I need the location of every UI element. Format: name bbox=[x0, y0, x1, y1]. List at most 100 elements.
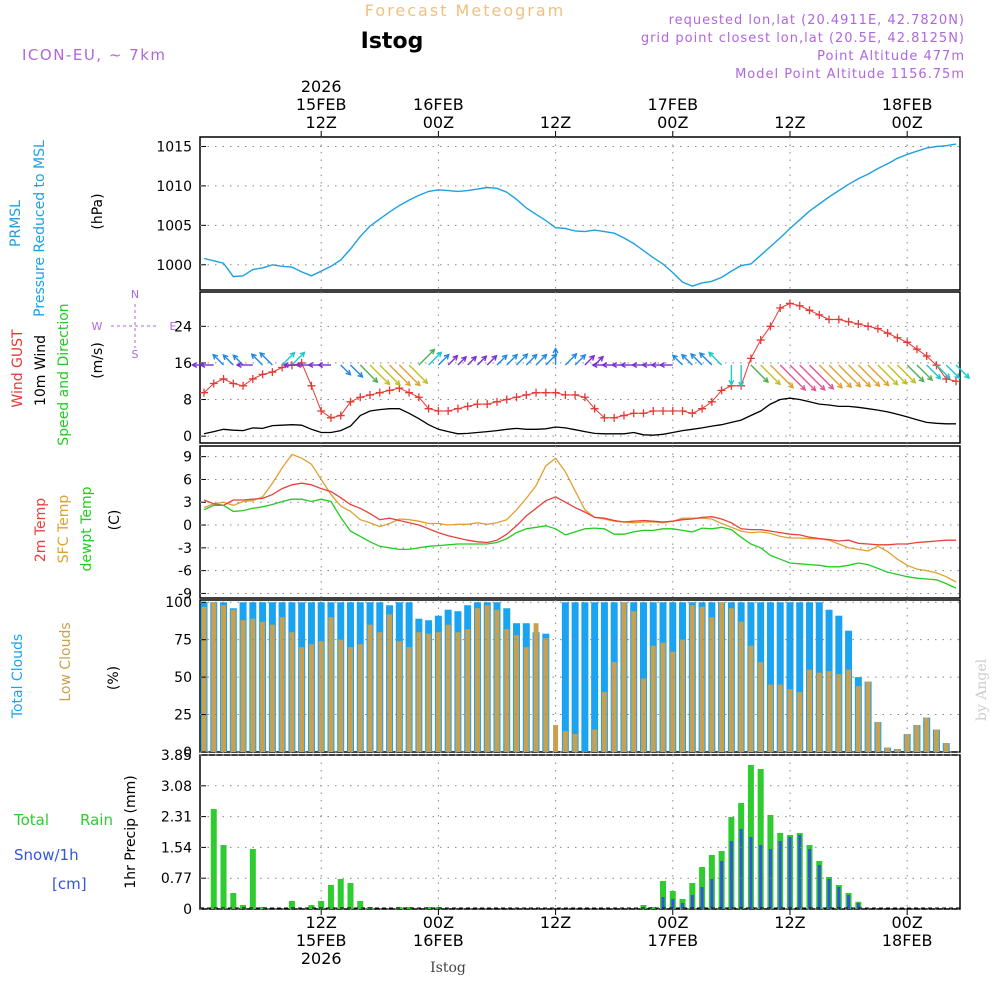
wind-arrow bbox=[945, 364, 960, 379]
wind-arrow-head bbox=[190, 361, 198, 369]
rain-bar bbox=[337, 879, 344, 909]
snow-bar bbox=[681, 903, 685, 909]
wind-arrow bbox=[457, 356, 467, 366]
temperature-ytick-label: 0 bbox=[183, 518, 192, 534]
snow-bar bbox=[749, 837, 753, 909]
low-cloud-bar bbox=[269, 624, 275, 752]
wind-arrow-head bbox=[199, 361, 206, 369]
wind-arrow bbox=[232, 354, 244, 366]
total-cloud-bar bbox=[561, 602, 569, 752]
low-cloud-bar bbox=[709, 617, 715, 752]
wind-arrow bbox=[398, 364, 421, 386]
low-cloud-bar bbox=[670, 651, 676, 752]
wind-arrow-head bbox=[512, 353, 519, 360]
wind-arrow-head bbox=[394, 379, 401, 387]
low-cloud-bar bbox=[260, 621, 266, 752]
rain-bar bbox=[259, 907, 266, 909]
gust-marker bbox=[209, 379, 218, 388]
precip-ytick-label: 1.54 bbox=[161, 840, 192, 856]
wind-arrow bbox=[408, 364, 428, 384]
top-time-label: 15FEB bbox=[296, 95, 347, 114]
low-cloud-bar bbox=[572, 734, 578, 752]
rain-bar bbox=[249, 849, 256, 909]
gust-marker bbox=[200, 388, 208, 397]
wind-arrow-head bbox=[443, 353, 450, 360]
wind-arrow bbox=[690, 353, 703, 366]
snow-bar bbox=[671, 899, 675, 909]
wind-arrow bbox=[672, 354, 684, 366]
wind-arrow-head bbox=[671, 354, 678, 361]
wind-arrow-head bbox=[580, 353, 587, 360]
wind-arrow-head bbox=[762, 377, 770, 384]
low-cloud-bar bbox=[894, 749, 900, 752]
low-cloud-bar bbox=[279, 617, 285, 752]
wind-arrow-head bbox=[222, 354, 229, 361]
wind-arrow-head bbox=[597, 355, 605, 362]
wind-arrow-head bbox=[610, 361, 618, 369]
total-cloud-bar bbox=[776, 602, 784, 752]
low-cloud-bar bbox=[377, 632, 383, 752]
wind-arrow-head bbox=[372, 377, 379, 384]
low-cloud-bar bbox=[494, 609, 500, 752]
wind-arrow-head bbox=[471, 355, 478, 362]
wind-arrow-head bbox=[429, 348, 436, 355]
dewpoint-line bbox=[203, 498, 957, 589]
gust-marker bbox=[268, 368, 277, 377]
low-cloud-bar bbox=[445, 624, 451, 752]
wind-arrow-head bbox=[910, 377, 917, 384]
wind-arrow bbox=[291, 351, 305, 366]
low-cloud-bar bbox=[318, 641, 324, 752]
wind-gust-label: Wind GUST bbox=[10, 329, 26, 408]
low-cloud-bar bbox=[592, 729, 598, 752]
wind-arrow-head bbox=[282, 361, 289, 369]
low-cloud-bar bbox=[357, 644, 363, 752]
temperature-ytick-label: 6 bbox=[183, 472, 192, 488]
wind-arrow bbox=[955, 364, 970, 379]
wind-arrow-head bbox=[345, 369, 352, 376]
snow-bar bbox=[827, 879, 831, 909]
gust-marker bbox=[746, 354, 755, 363]
wind-arrow-head bbox=[680, 353, 687, 360]
low-cloud-bar bbox=[621, 602, 627, 752]
gust-marker bbox=[883, 329, 892, 338]
rain-bar bbox=[425, 907, 432, 909]
rain-bar bbox=[650, 907, 657, 909]
wind-arrow-head bbox=[874, 381, 881, 388]
low-cloud-bar bbox=[738, 621, 744, 752]
low-cloud-bar bbox=[406, 647, 412, 752]
low-cloud-bar bbox=[474, 608, 480, 752]
gust-marker bbox=[532, 388, 541, 397]
total-cloud-bar bbox=[796, 602, 804, 752]
gust-marker bbox=[405, 388, 414, 397]
precip-ytick-label: 2.31 bbox=[161, 810, 192, 826]
total-cloud-bar bbox=[600, 602, 608, 752]
wind-arrow-head bbox=[631, 361, 638, 369]
bottom-time-label: 00Z bbox=[657, 913, 688, 932]
gust-marker bbox=[424, 404, 433, 413]
snow-bar bbox=[808, 849, 812, 909]
snow-bar bbox=[690, 895, 694, 909]
top-time-label: 17FEB bbox=[647, 95, 698, 114]
wind-arrow-head bbox=[316, 361, 324, 369]
top-time-label: 18FEB bbox=[882, 95, 933, 114]
wind-arrow-head bbox=[601, 361, 608, 369]
snow-bar bbox=[759, 845, 763, 909]
wind-arrow-head bbox=[836, 382, 843, 389]
wind-ytick-label: 16 bbox=[174, 356, 192, 372]
wind-arrow-head bbox=[964, 373, 971, 380]
low-cloud-bar bbox=[631, 611, 637, 752]
low-cloud-bar bbox=[904, 734, 910, 752]
wind-arrow bbox=[506, 354, 518, 366]
rain-bar bbox=[660, 881, 667, 909]
wind-arrow bbox=[867, 364, 890, 386]
wind-arrow-head bbox=[481, 355, 488, 362]
gust-marker bbox=[258, 370, 267, 379]
low-cloud-bar bbox=[885, 747, 891, 752]
wind-arrow-head bbox=[728, 379, 735, 387]
gust-marker bbox=[346, 397, 355, 406]
low-cloud-bar bbox=[719, 602, 725, 752]
wind-arrow-head bbox=[865, 381, 872, 388]
total-cloud-bar bbox=[786, 602, 794, 752]
bottom-time-label: 00Z bbox=[423, 913, 454, 932]
low-cloud-bar bbox=[338, 639, 344, 752]
